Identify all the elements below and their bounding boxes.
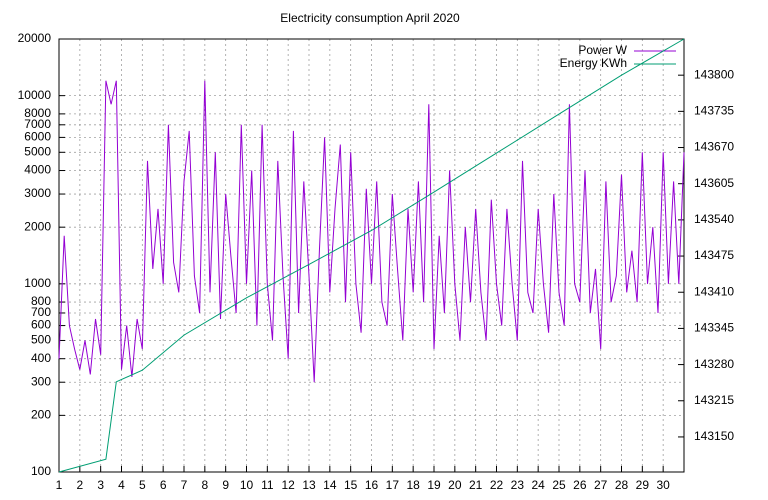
x-tick-label: 22 xyxy=(490,478,504,492)
y-tick-label: 6000 xyxy=(24,130,51,144)
x-tick-label: 20 xyxy=(448,478,462,492)
y-tick-label: 700 xyxy=(31,305,51,319)
x-tick-label: 12 xyxy=(281,478,295,492)
x-tick-label: 4 xyxy=(118,478,125,492)
x-tick-label: 3 xyxy=(97,478,104,492)
y-tick-label: 1000 xyxy=(24,276,51,290)
x-tick-label: 24 xyxy=(531,478,545,492)
plot-frame xyxy=(58,38,685,473)
x-tick-label: 21 xyxy=(469,478,483,492)
series-line xyxy=(58,80,685,383)
y2-tick-label: 143215 xyxy=(694,393,734,407)
y2-tick-label: 143280 xyxy=(694,357,734,371)
y-tick-label: 500 xyxy=(31,333,51,347)
y2-tick-label: 143345 xyxy=(694,321,734,335)
x-tick-label: 23 xyxy=(511,478,525,492)
y2-tick-label: 143150 xyxy=(694,429,734,443)
x-tick-label: 28 xyxy=(615,478,629,492)
y-tick-label: 100 xyxy=(31,464,51,478)
x-tick-label: 27 xyxy=(594,478,608,492)
y2-tick-label: 143800 xyxy=(694,67,734,81)
x-tick-label: 29 xyxy=(636,478,650,492)
x-tick-label: 16 xyxy=(365,478,379,492)
series-line xyxy=(58,38,685,473)
x-tick-label: 18 xyxy=(406,478,420,492)
y-tick-label: 20000 xyxy=(18,31,52,45)
y-tick-label: 300 xyxy=(31,374,51,388)
legend-label: Energy KWh xyxy=(560,56,627,70)
y2-tick-label: 143410 xyxy=(694,284,734,298)
x-tick-label: 15 xyxy=(344,478,358,492)
x-tick-label: 30 xyxy=(656,478,670,492)
y-tick-label: 400 xyxy=(31,351,51,365)
y-tick-label: 4000 xyxy=(24,163,51,177)
x-tick-label: 6 xyxy=(160,478,167,492)
x-tick-label: 9 xyxy=(222,478,229,492)
y-tick-label: 200 xyxy=(31,408,51,422)
x-tick-label: 1 xyxy=(56,478,63,492)
legend-label: Power W xyxy=(578,43,627,57)
x-tick-label: 26 xyxy=(573,478,587,492)
y-tick-label: 2000 xyxy=(24,219,51,233)
y2-tick-label: 143605 xyxy=(694,176,734,190)
x-tick-label: 19 xyxy=(427,478,441,492)
y-tick-label: 800 xyxy=(31,294,51,308)
y-tick-label: 7000 xyxy=(24,117,51,131)
x-tick-label: 17 xyxy=(386,478,400,492)
x-tick-label: 7 xyxy=(181,478,188,492)
chart-title: Electricity consumption April 2020 xyxy=(280,11,460,25)
y2-tick-label: 143540 xyxy=(694,212,734,226)
x-tick-label: 10 xyxy=(240,478,254,492)
y2-tick-label: 143670 xyxy=(694,140,734,154)
y-tick-label: 600 xyxy=(31,318,51,332)
x-tick-label: 11 xyxy=(261,478,274,492)
y-tick-label: 5000 xyxy=(24,144,51,158)
y2-tick-label: 143475 xyxy=(694,248,734,262)
y-tick-label: 3000 xyxy=(24,186,51,200)
y-tick-label: 10000 xyxy=(18,88,52,102)
y2-tick-label: 143735 xyxy=(694,104,734,118)
x-tick-label: 25 xyxy=(552,478,566,492)
x-tick-label: 14 xyxy=(323,478,337,492)
x-tick-label: 13 xyxy=(302,478,316,492)
x-tick-label: 8 xyxy=(201,478,208,492)
y-tick-label: 8000 xyxy=(24,106,51,120)
x-tick-label: 2 xyxy=(76,478,83,492)
x-tick-label: 5 xyxy=(139,478,146,492)
